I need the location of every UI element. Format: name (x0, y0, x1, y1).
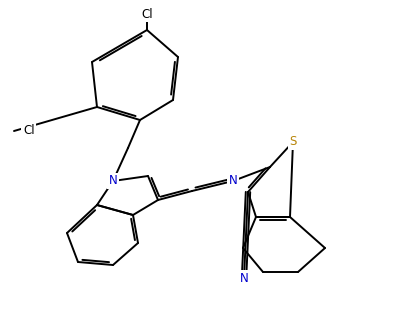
Text: N: N (239, 272, 248, 285)
Text: Cl: Cl (23, 124, 34, 137)
Text: Cl: Cl (141, 7, 152, 21)
Text: N: N (109, 174, 117, 188)
Text: S: S (289, 136, 296, 148)
Text: N: N (228, 174, 237, 188)
Text: N: N (228, 174, 237, 188)
